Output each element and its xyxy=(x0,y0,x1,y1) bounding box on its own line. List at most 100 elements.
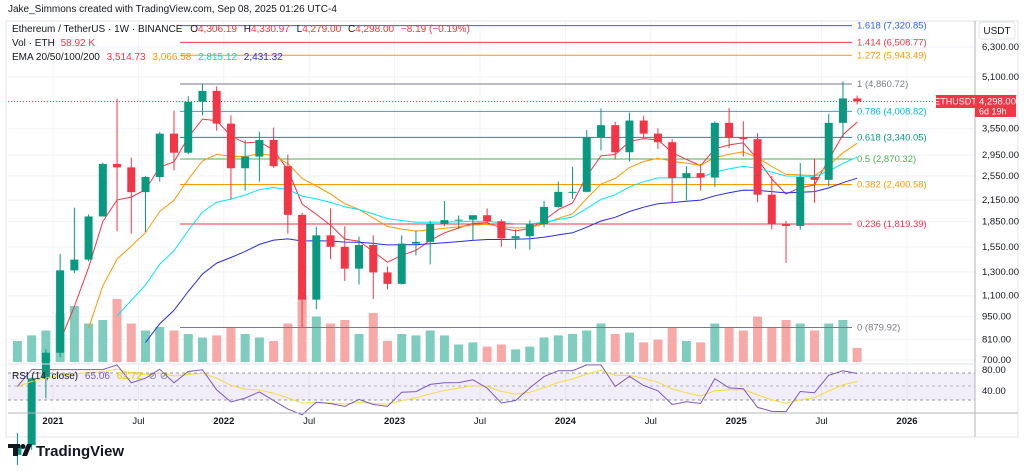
hidden-icon[interactable]: ⊘ ⊘ xyxy=(149,371,169,382)
candle-body xyxy=(127,167,136,193)
candle-body xyxy=(56,270,65,353)
volume-bar xyxy=(838,320,848,362)
candle-body xyxy=(41,352,50,379)
ema-indicator-title[interactable]: EMA 20/50/100/200 xyxy=(12,52,100,63)
candle-body xyxy=(668,142,677,179)
candle-body xyxy=(611,125,620,153)
tradingview-logo[interactable]: TradingView xyxy=(8,443,124,460)
rsi-value: 65.06 xyxy=(85,371,110,382)
credit-text: Jake_Simmons created with TradingView.co… xyxy=(8,4,337,15)
candle-body xyxy=(298,214,307,300)
volume-bar xyxy=(141,330,151,362)
volume-bar xyxy=(482,346,492,362)
candle-body xyxy=(639,120,648,134)
price-tick-label: 2,950.00 xyxy=(982,150,1019,161)
volume-bar xyxy=(425,330,435,362)
volume-bar xyxy=(368,313,378,362)
candle-body xyxy=(397,243,406,284)
volume-bar xyxy=(112,299,122,362)
tradingview-logo-text: TradingView xyxy=(36,443,124,460)
candle-body xyxy=(682,173,691,179)
volume-bar xyxy=(710,323,720,362)
time-axis[interactable]: 2021 Jul 2022 Jul 2023 Jul 2024 Jul 2025 Jul 2026 xyxy=(42,416,917,427)
candle-body xyxy=(838,98,847,123)
candle-body xyxy=(696,173,705,178)
volume-bar xyxy=(539,337,549,362)
candle-body xyxy=(283,166,292,215)
candle-body xyxy=(853,98,862,102)
fib-label-1.272: 1.272 (5,943.49) xyxy=(857,50,927,61)
candle-body xyxy=(511,236,520,239)
volume-bar xyxy=(126,323,136,362)
volume-bar xyxy=(269,341,279,362)
volume-bar xyxy=(767,327,777,362)
volume-bar xyxy=(624,332,634,362)
fib-label-0.236: 0.236 (1,819.39) xyxy=(857,219,927,230)
ema20-value: 3,514.73 xyxy=(107,52,146,63)
fibonacci-retracement[interactable]: 1.618 (7,320.85) 1.414 (6,508.77) 1.272 (5… xyxy=(180,21,927,334)
volume-indicator-title[interactable]: Vol · ETH xyxy=(12,38,55,49)
price-tick-label: 810.00 xyxy=(982,334,1011,345)
candle-body xyxy=(540,206,549,225)
currency-button[interactable] xyxy=(978,21,1016,40)
ema50-value: 3,066.58 xyxy=(152,52,191,63)
candle-body xyxy=(497,221,506,239)
volume-bar xyxy=(12,341,22,362)
volume-bar xyxy=(468,342,478,362)
volume-bar xyxy=(511,349,521,362)
rsi-indicator-title[interactable]: RSI (14, close) xyxy=(12,371,78,382)
candle-body xyxy=(440,220,449,224)
high-value: 4,330.97 xyxy=(251,24,290,35)
rsi-legend: RSI (14, close) 65.06 62.72 ⊘ ⊘ xyxy=(12,371,168,382)
current-price-marker: ETHUSDT 4,298.00 6d 19h xyxy=(934,94,1016,117)
candle-body xyxy=(198,90,207,102)
candle-body xyxy=(568,191,577,193)
price-tick-label: 2,150.00 xyxy=(982,195,1019,206)
candle-body xyxy=(824,122,833,180)
volume-bar xyxy=(454,344,464,362)
time-tick-label: Jul xyxy=(474,416,486,427)
rsi-tick-80: 80.00 xyxy=(982,365,1006,376)
price-tick-label: 700.00 xyxy=(982,355,1011,366)
candle-body xyxy=(184,101,193,153)
candle-body xyxy=(312,235,321,300)
price-tag xyxy=(975,94,1016,117)
candle-body xyxy=(468,215,477,220)
time-tick-label: Jul xyxy=(645,416,657,427)
volume-bar xyxy=(852,348,862,362)
currency-label: USDT xyxy=(983,26,1010,37)
candle-body xyxy=(169,133,178,153)
volume-bar xyxy=(183,334,193,362)
candle-body xyxy=(84,216,93,260)
rsi-tick-40: 40.00 xyxy=(982,386,1006,397)
volume-bar xyxy=(397,334,407,362)
candle-body xyxy=(653,133,662,143)
price-axis[interactable]: 6,300.00 5,100.00 3,550.00 2,950.00 2,550.00… xyxy=(982,42,1019,366)
price-tick-label: 1,300.00 xyxy=(982,267,1019,278)
volume-bar xyxy=(197,337,207,362)
fib-label-0.382: 0.382 (2,400.58) xyxy=(857,179,927,190)
candle-body xyxy=(525,224,534,237)
ohlc-legend: Ethereum / TetherUS · 1W · BINANCE O4,30… xyxy=(12,24,470,35)
chart-frame xyxy=(5,20,1019,438)
fib-label-0.786: 0.786 (4,008.82) xyxy=(857,106,927,117)
candle-body xyxy=(810,177,819,180)
fib-label-1: 1 (4,860.72) xyxy=(857,79,908,90)
volume-bar xyxy=(553,335,563,362)
symbol-title[interactable]: Ethereum / TetherUS · 1W · BINANCE xyxy=(12,24,183,35)
time-tick-label: 2026 xyxy=(896,416,917,427)
candle-body xyxy=(710,122,719,178)
price-tick-label: 2,550.00 xyxy=(982,171,1019,182)
time-tick-label: 2025 xyxy=(726,416,748,427)
rsi-ma-value: 62.72 xyxy=(117,371,142,382)
candle-body xyxy=(411,241,420,244)
candle-body xyxy=(383,272,392,284)
candle-body xyxy=(27,378,36,445)
volume-bar xyxy=(212,335,222,362)
volume-bar xyxy=(240,334,250,362)
volume-bar xyxy=(653,339,663,362)
candle-body xyxy=(796,177,805,226)
ema-100-line xyxy=(116,156,858,317)
candle-body xyxy=(340,246,349,269)
